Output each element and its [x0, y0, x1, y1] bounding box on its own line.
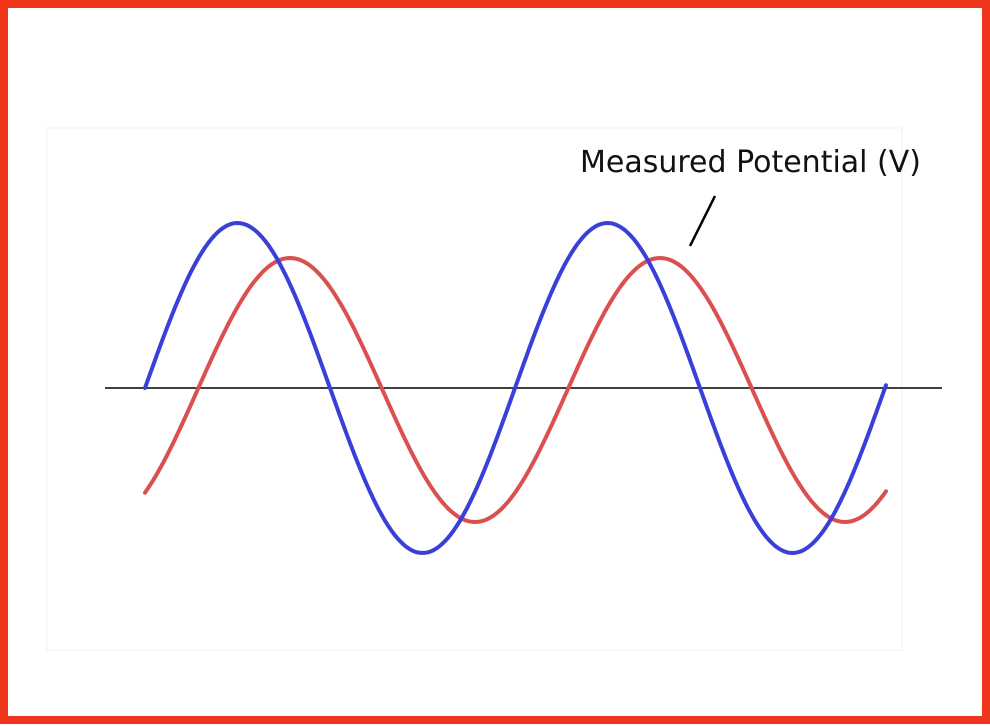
wave-label: Measured Potential (V): [580, 145, 921, 180]
reference-wave: [143, 220, 888, 556]
measured-wave: [143, 255, 888, 525]
label-pointer: [688, 195, 717, 247]
plot-panel: [46, 127, 903, 651]
